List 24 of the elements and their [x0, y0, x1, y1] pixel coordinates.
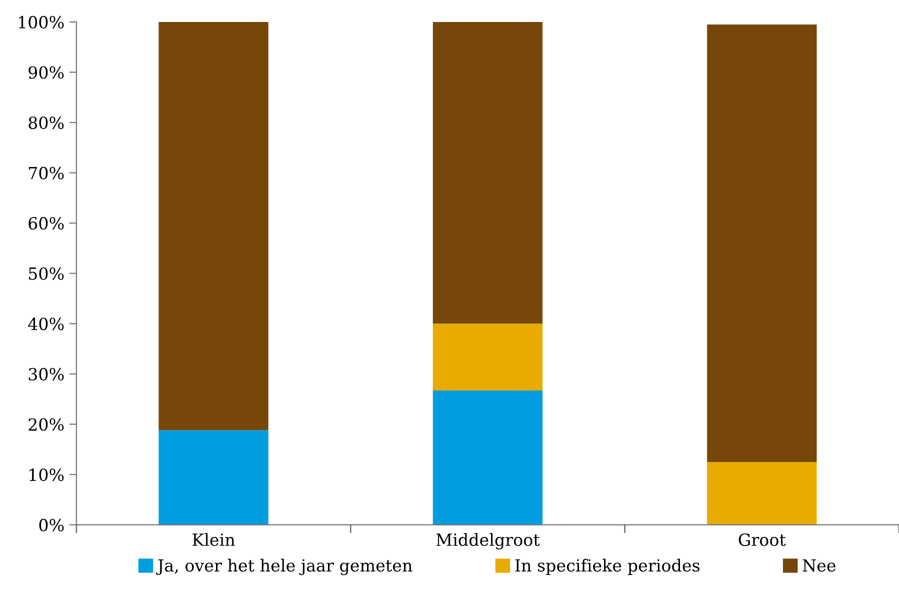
- y-tick-label: 20%: [28, 418, 64, 431]
- y-tick-label: 10%: [30, 468, 64, 482]
- x-tick-label: Middelgroot: [436, 533, 540, 550]
- x-tick-label: Klein: [192, 533, 235, 546]
- y-tick-label: 40%: [28, 318, 64, 330]
- bar: [707, 24, 817, 462]
- y-tick-label: 50%: [28, 267, 64, 280]
- legend-label: Ja, over het hele jaar gemeten: [156, 558, 412, 576]
- bar: [432, 390, 543, 525]
- bar: [158, 22, 268, 430]
- y-tick-label: 30%: [28, 368, 64, 381]
- y-tick-label: 60%: [28, 217, 64, 230]
- legend-label: In specifieke periodes: [515, 558, 700, 575]
- y-tick-label: 0%: [39, 518, 64, 532]
- legend-label: Nee: [802, 559, 836, 572]
- bar: [432, 22, 543, 324]
- x-tick-label: Groot: [738, 533, 786, 546]
- bar: [158, 430, 268, 525]
- y-tick-label: 80%: [28, 116, 64, 130]
- y-tick-label: 100%: [18, 16, 64, 29]
- y-tick-label: 90%: [28, 66, 64, 79]
- bar: [707, 462, 817, 525]
- y-tick-label: 70%: [28, 166, 64, 180]
- bar: [432, 324, 543, 391]
